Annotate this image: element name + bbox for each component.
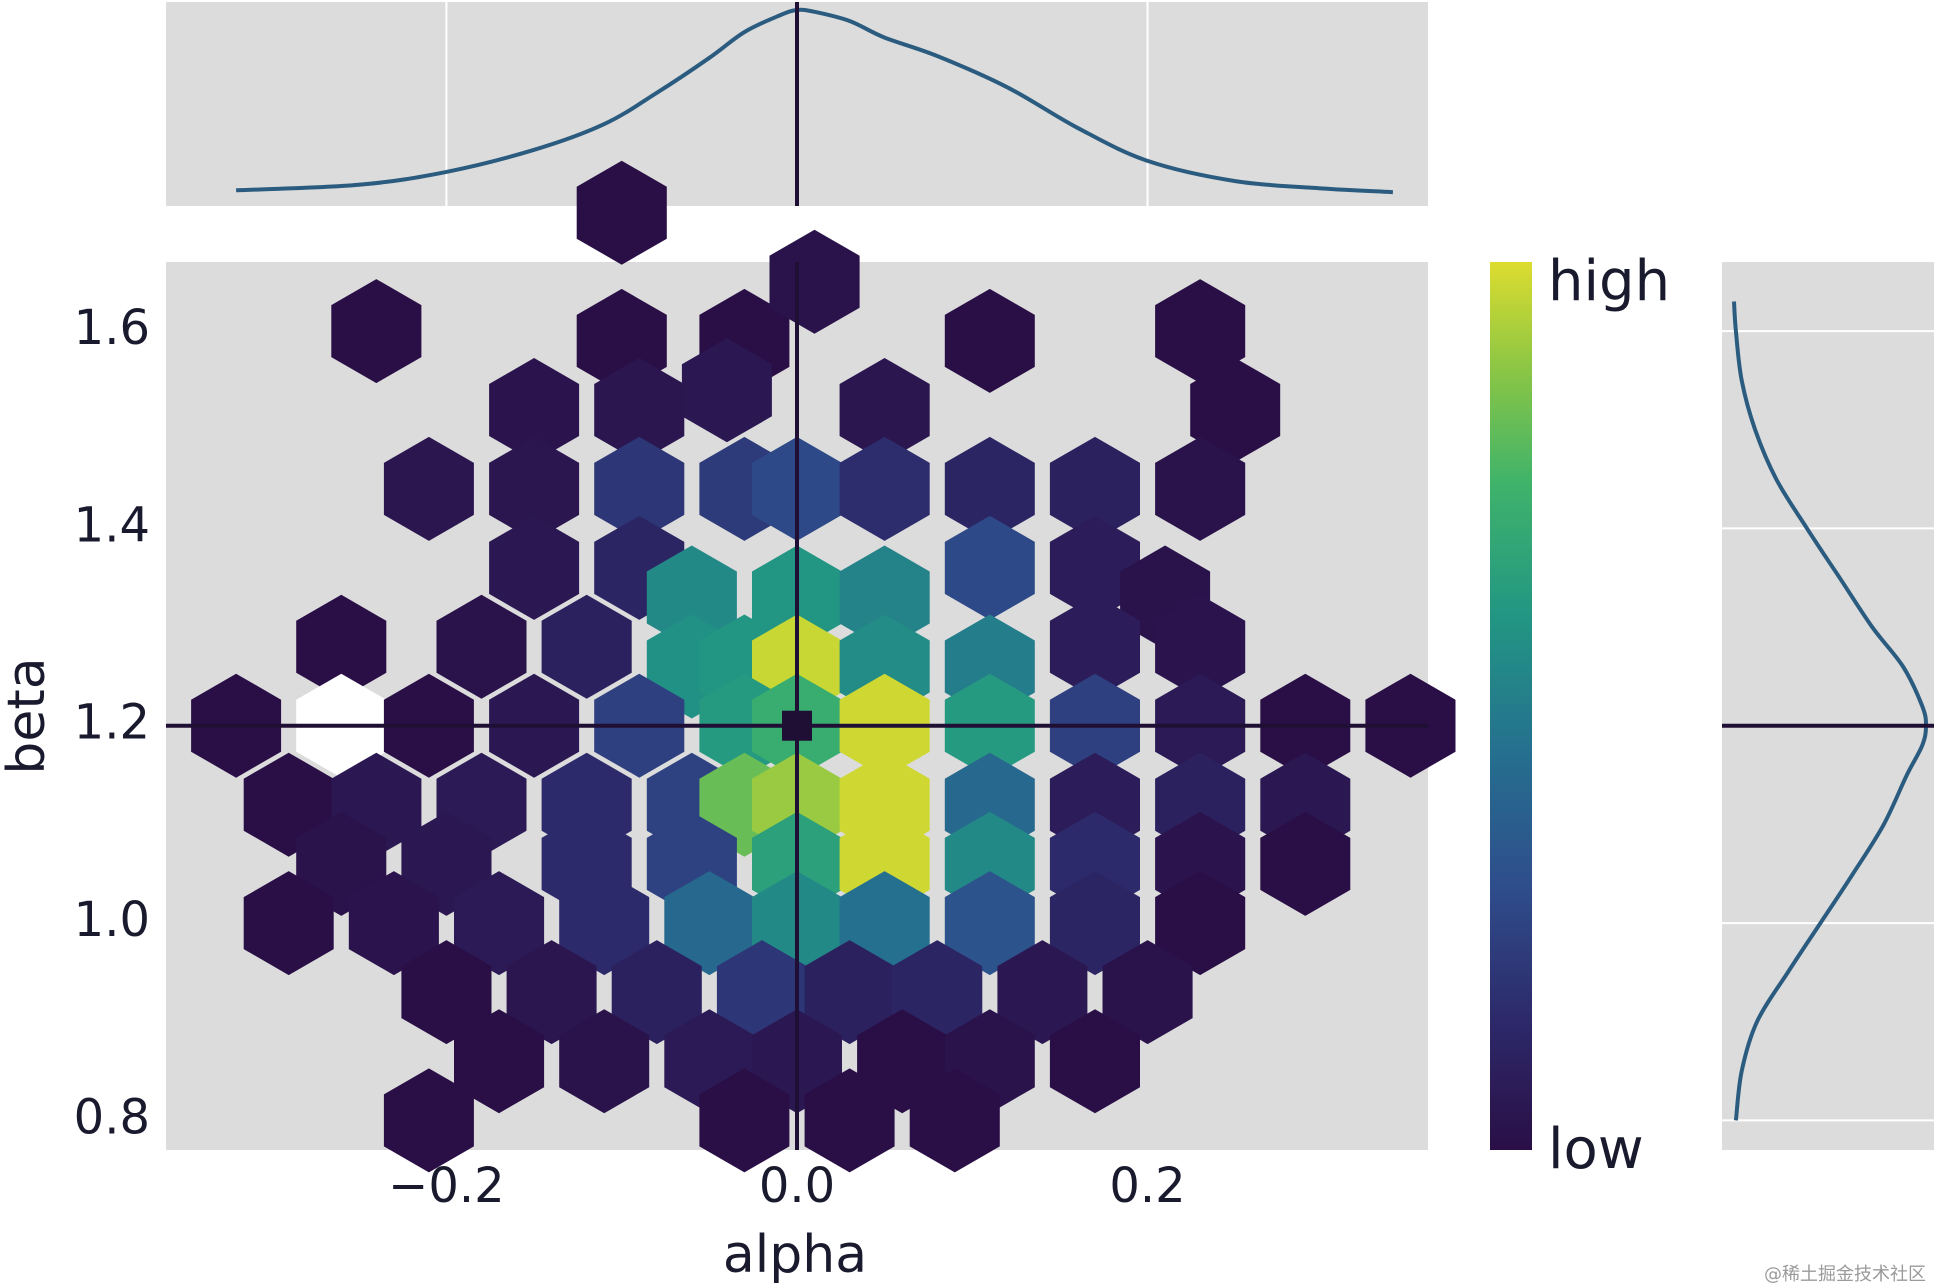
hex-cell: [348, 871, 439, 976]
hex-cell: [1155, 594, 1246, 699]
hex-cell: [699, 1068, 790, 1173]
hex-cell: [909, 1068, 1000, 1173]
top-marginal-panel: [166, 2, 1428, 206]
hex-cell: [594, 436, 685, 541]
reference-point-marker: [782, 710, 812, 741]
hex-cell: [1102, 940, 1193, 1045]
y-tick-label: 1.2: [74, 695, 150, 751]
hex-cell: [559, 1009, 650, 1114]
hexbin-cells: [191, 160, 1456, 1173]
main-hexbin-panel: −0.2 0.0 0.2 0.8 1.0 1.2 1.4 1.6 alpha beta: [0, 160, 1456, 1285]
hex-cell: [401, 940, 492, 1045]
hex-cell: [331, 279, 422, 384]
hex-cell: [243, 871, 334, 976]
hex-cell: [664, 871, 755, 976]
hex-cell: [1260, 811, 1351, 916]
hex-cell: [576, 160, 667, 265]
watermark: @稀土掘金技术社区: [1764, 1264, 1926, 1285]
hex-cell: [681, 338, 772, 443]
hex-cell: [489, 358, 580, 462]
x-tick-label: 0.2: [1109, 1158, 1185, 1214]
hex-cell: [944, 871, 1035, 976]
right-marginal-panel: [1722, 262, 1934, 1150]
hex-cell: [1190, 358, 1281, 462]
hex-cell: [839, 358, 930, 462]
hex-cell: [1049, 594, 1140, 699]
y-tick-label: 1.6: [74, 300, 150, 356]
colorbar-low-label: low: [1548, 1117, 1644, 1182]
hex-cell: [804, 940, 895, 1045]
colorbar-high-label: high: [1548, 249, 1670, 314]
hex-cell: [1049, 871, 1140, 976]
hex-cell: [1049, 436, 1140, 541]
y-tick-label: 1.0: [74, 892, 150, 948]
hex-cell: [1049, 515, 1140, 620]
y-tick-label: 0.8: [74, 1089, 150, 1145]
hex-cell: [1049, 1009, 1140, 1114]
hex-cell: [646, 545, 737, 650]
beta-marginal-kde-line: [1732, 301, 1929, 1121]
hex-cell: [839, 436, 930, 541]
colorbar-gradient: [1490, 262, 1532, 1150]
x-tick-label: 0.0: [759, 1158, 835, 1214]
hex-cell: [454, 1009, 545, 1114]
x-tick-label: −0.2: [388, 1158, 505, 1214]
hex-cell: [611, 940, 702, 1045]
hex-cell: [1155, 279, 1246, 384]
hex-cell: [1155, 436, 1246, 541]
hex-cell: [944, 436, 1035, 541]
hex-cell: [839, 545, 930, 650]
hex-cell: [594, 358, 685, 462]
hex-cell: [804, 1068, 895, 1173]
hex-cell: [383, 1068, 474, 1173]
hex-cell: [944, 515, 1035, 620]
hex-cell: [489, 515, 580, 620]
hex-cell: [997, 940, 1088, 1045]
y-axis-label: beta: [0, 657, 57, 774]
y-tick-labels: 0.8 1.0 1.2 1.4 1.6: [74, 300, 150, 1145]
x-axis-label: alpha: [723, 1225, 867, 1285]
hex-cell: [769, 229, 860, 334]
hex-cell: [436, 594, 527, 699]
hex-cell: [506, 940, 597, 1045]
hex-cell: [559, 871, 650, 976]
hex-cell: [541, 594, 632, 699]
hex-cell: [454, 871, 545, 976]
right-marginal-background: [1722, 262, 1934, 1150]
alpha-marginal-kde-line: [236, 7, 1394, 195]
hex-cell: [489, 436, 580, 541]
colorbar: high low: [1490, 249, 1670, 1182]
hex-cell: [944, 288, 1035, 393]
hex-cell: [1155, 871, 1246, 976]
y-tick-label: 1.4: [74, 497, 150, 553]
x-tick-labels: −0.2 0.0 0.2: [388, 1158, 1186, 1214]
hex-cell: [296, 594, 387, 699]
hex-cell: [383, 436, 474, 541]
